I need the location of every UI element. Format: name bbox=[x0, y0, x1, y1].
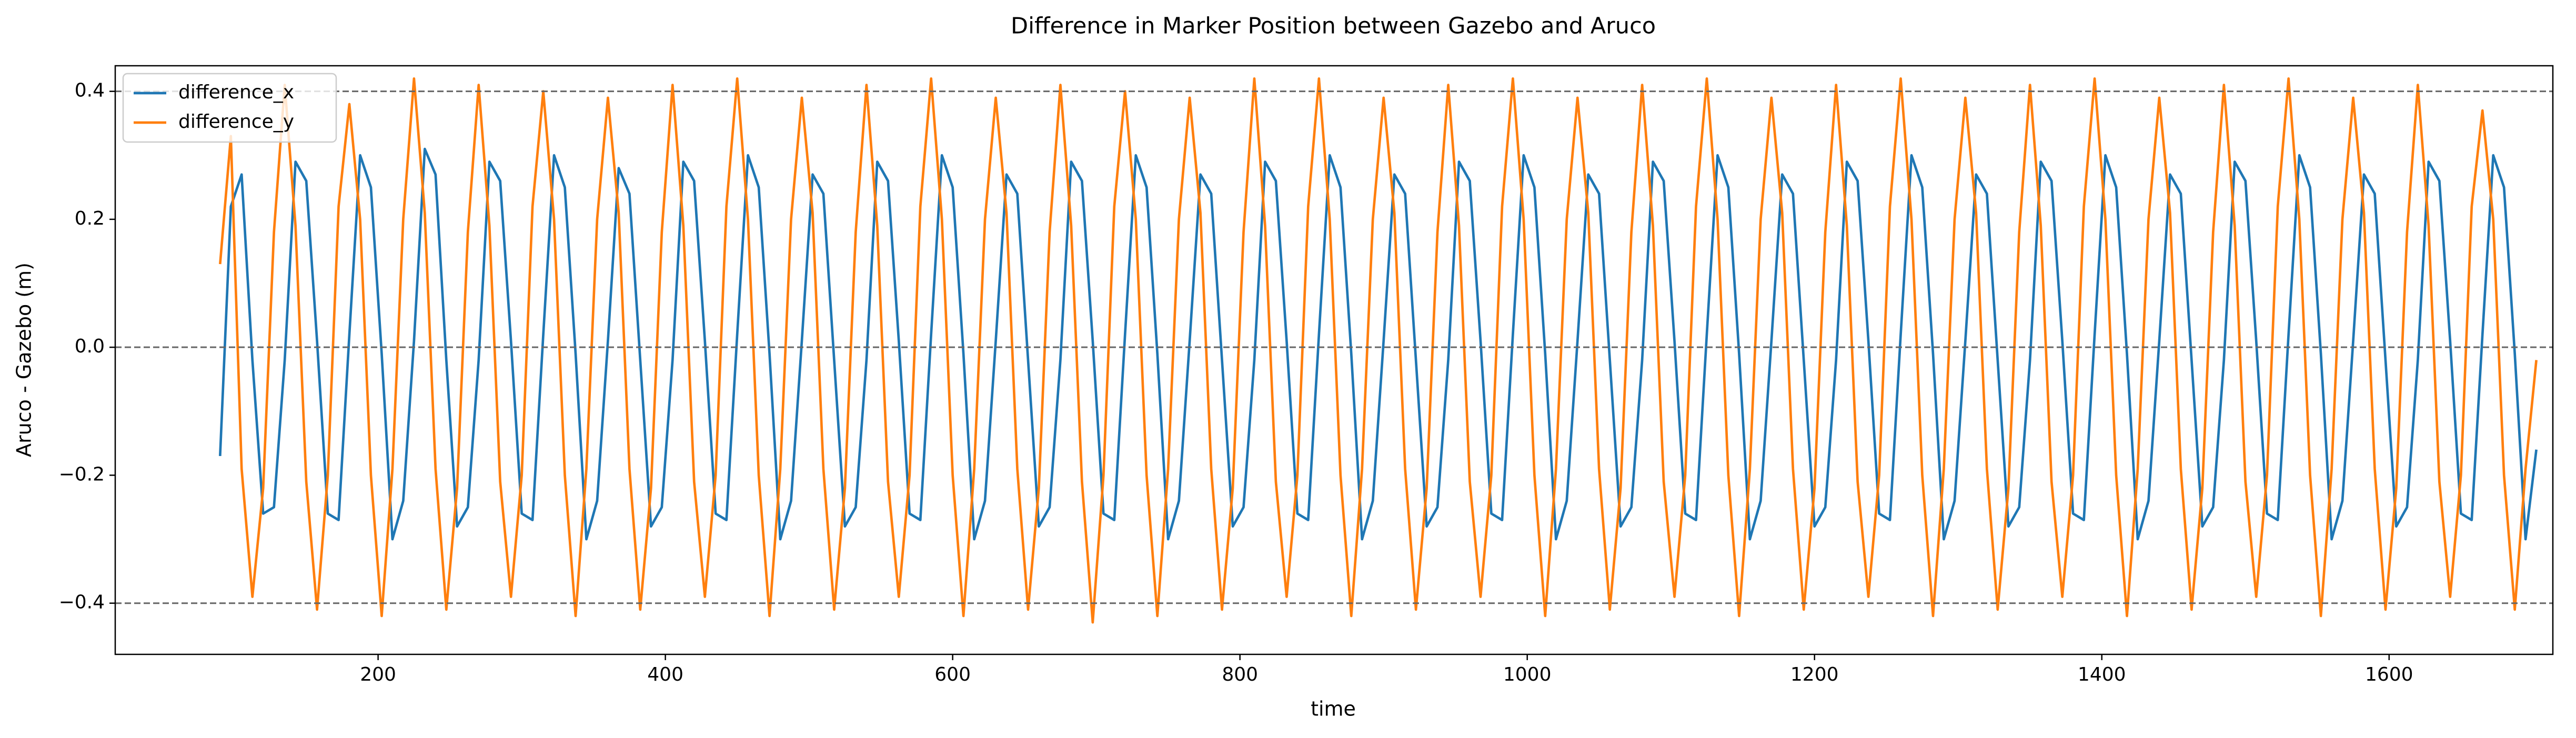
y-tick-label: −0.4 bbox=[59, 592, 105, 613]
series-line bbox=[218, 147, 2538, 541]
x-tick-label: 1200 bbox=[1790, 664, 1839, 685]
legend-label: difference_x bbox=[178, 82, 294, 103]
legend-label: difference_y bbox=[178, 111, 294, 133]
x-tick-label: 400 bbox=[647, 664, 683, 685]
y-tick-label: −0.2 bbox=[59, 463, 105, 485]
series-line bbox=[218, 77, 2538, 624]
y-axis-label: Aruco - Gazebo (m) bbox=[13, 262, 36, 457]
plot-frame bbox=[114, 65, 2554, 655]
y-tick-label: 0.0 bbox=[75, 336, 105, 357]
x-axis-label: time bbox=[1311, 697, 1356, 721]
x-tick-label: 1400 bbox=[2078, 664, 2126, 685]
x-tick-label: 1600 bbox=[2365, 664, 2413, 685]
x-tick-label: 1000 bbox=[1503, 664, 1552, 685]
y-tick-label: 0.4 bbox=[75, 80, 105, 102]
y-tick-label: 0.2 bbox=[75, 208, 105, 229]
x-tick-label: 800 bbox=[1222, 664, 1258, 685]
legend-box bbox=[122, 73, 337, 143]
plot-area bbox=[115, 77, 2553, 624]
x-tick-label: 600 bbox=[934, 664, 971, 685]
x-tick-label: 200 bbox=[360, 664, 396, 685]
chart-title: Difference in Marker Position between Ga… bbox=[1011, 13, 1656, 39]
